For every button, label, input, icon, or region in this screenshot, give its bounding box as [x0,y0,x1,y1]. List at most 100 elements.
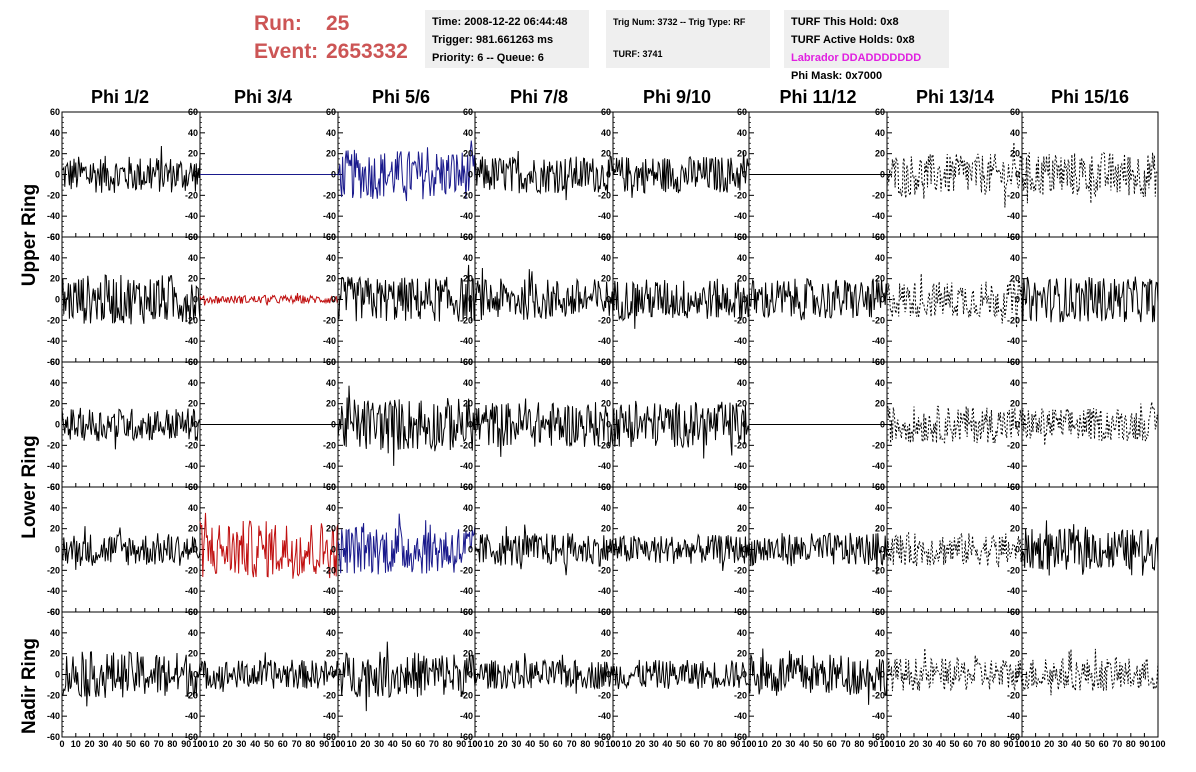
y-tick-label: -40 [323,211,336,221]
y-tick-label: -20 [598,440,611,450]
x-tick-label: 30 [374,739,384,749]
waveform-trace-r3-c2 [337,513,476,575]
y-tick-label: -40 [323,586,336,596]
time-info-box: Time: 2008-12-22 06:44:48 Trigger: 981.6… [425,10,589,68]
x-tick-label: 80 [443,739,453,749]
y-tick-label: 60 [1010,607,1020,617]
x-tick-label: 80 [854,739,864,749]
waveform-trace-r2-c6 [886,405,1023,444]
x-tick-label: 80 [167,739,177,749]
y-tick-label: 40 [875,628,885,638]
labrador-text: Labrador DDADDDDDDD [791,52,922,64]
y-tick-label: -60 [1007,732,1020,742]
y-tick-label: 0 [1015,170,1020,180]
y-tick-label: -40 [47,586,60,596]
y-tick-label: -20 [598,690,611,700]
y-tick-label: 60 [463,107,473,117]
x-tick-label: 0 [59,739,64,749]
y-tick-label: -20 [872,315,885,325]
y-tick-label: 0 [742,295,747,305]
x-tick-label: 10 [484,739,494,749]
x-tick-label: 90 [181,739,191,749]
x-tick-label: 60 [140,739,150,749]
x-tick-label: 100 [467,739,482,749]
y-tick-label: 40 [50,253,60,263]
y-tick-label: 40 [737,503,747,513]
waveform-trace-r2-c3 [474,398,614,457]
y-tick-label: 0 [193,670,198,680]
x-tick-label: 30 [236,739,246,749]
y-tick-label: 40 [601,128,611,138]
y-tick-label: 20 [463,649,473,659]
x-tick-label: 10 [622,739,632,749]
waveform-trace-r1-c5 [748,277,888,321]
y-tick-label: 0 [331,670,336,680]
y-tick-label: 60 [875,607,885,617]
x-tick-label: 100 [192,739,207,749]
y-tick-label: 40 [326,503,336,513]
y-tick-label: 20 [463,524,473,534]
y-tick-label: 40 [875,128,885,138]
panel-frame-r1-c6 [886,236,1023,363]
y-tick-label: 60 [601,357,611,367]
x-tick-label: 100 [330,739,345,749]
y-tick-label: -20 [460,190,473,200]
waveform-trace-r2-c2 [337,385,476,466]
y-tick-label: 60 [737,482,747,492]
y-tick-label: -40 [460,336,473,346]
y-tick-label: 0 [880,670,885,680]
y-tick-label: -40 [734,586,747,596]
y-tick-label: -60 [734,732,747,742]
y-tick-label: -40 [734,211,747,221]
y-tick-label: 40 [463,503,473,513]
x-tick-label: 90 [594,739,604,749]
x-tick-label: 30 [785,739,795,749]
waveform-trace-r0-c4 [612,151,750,198]
y-tick-label: 20 [1010,399,1020,409]
y-tick-label: -40 [598,711,611,721]
y-tick-label: 20 [1010,149,1020,159]
x-tick-label: 10 [347,739,357,749]
y-tick-label: -60 [47,732,60,742]
y-tick-label: 60 [188,357,198,367]
y-tick-label: 60 [326,107,336,117]
x-tick-label: 50 [126,739,136,749]
waveform-trace-r3-c6 [886,531,1023,568]
y-tick-label: -20 [185,190,198,200]
y-tick-label: -20 [47,190,60,200]
y-tick-label: -20 [1007,190,1020,200]
y-tick-label: 0 [606,295,611,305]
y-tick-label: -40 [1007,336,1020,346]
y-tick-label: 40 [50,503,60,513]
y-tick-label: 0 [193,420,198,430]
y-tick-label: -20 [872,440,885,450]
y-tick-label: 40 [326,378,336,388]
y-tick-label: -60 [872,732,885,742]
y-tick-label: 60 [875,357,885,367]
y-tick-label: 40 [737,128,747,138]
y-tick-label: 60 [1010,232,1020,242]
x-tick-label: 80 [1126,739,1136,749]
column-header-phi-5-6: Phi 5/6 [371,87,431,107]
y-tick-label: -40 [598,461,611,471]
trigger-info-box: Trig Num: 3732 -- Trig Type: RF TURF: 37… [606,10,770,68]
waveform-trace-r2-c7 [1021,401,1159,446]
y-tick-label: -40 [872,211,885,221]
panel-frame-r3-c7 [1021,486,1159,613]
x-tick-label: 90 [319,739,329,749]
x-tick-label: 100 [879,739,894,749]
y-tick-label: 40 [463,253,473,263]
y-tick-label: 40 [601,503,611,513]
y-tick-label: 20 [875,649,885,659]
waveform-trace-r3-c3 [474,524,614,576]
y-tick-label: -40 [734,711,747,721]
x-tick-label: 70 [703,739,713,749]
x-tick-label: 50 [813,739,823,749]
y-tick-label: 60 [875,232,885,242]
y-tick-label: -20 [872,565,885,575]
y-tick-label: -20 [323,315,336,325]
column-header-phi-1-2: Phi 1/2 [90,87,150,107]
y-tick-label: 60 [50,482,60,492]
y-tick-label: 20 [50,649,60,659]
y-tick-label: -40 [598,336,611,346]
